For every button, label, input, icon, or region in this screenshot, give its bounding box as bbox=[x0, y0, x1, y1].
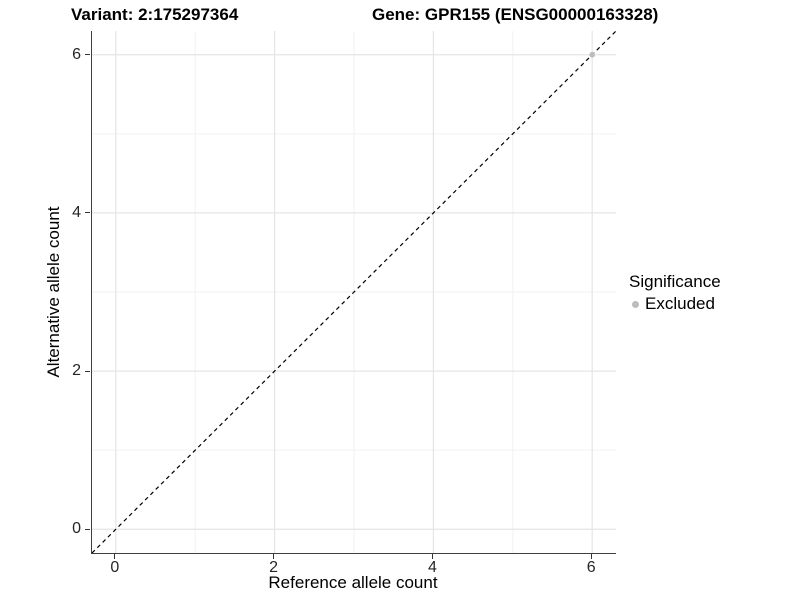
y-tick-mark bbox=[85, 370, 90, 372]
legend-item-excluded: Excluded bbox=[629, 294, 721, 314]
x-axis-title: Reference allele count bbox=[268, 573, 438, 592]
identity-reference-line bbox=[92, 31, 616, 553]
y-tick-mark bbox=[85, 54, 90, 56]
panel-canvas bbox=[92, 31, 616, 553]
y-tick-label: 0 bbox=[72, 520, 81, 538]
y-tick-label: 6 bbox=[72, 45, 81, 63]
y-axis-title: Alternative allele count bbox=[44, 206, 63, 378]
x-tick-label: 0 bbox=[110, 559, 120, 576]
legend: Significance Excluded bbox=[629, 272, 721, 314]
legend-item-label: Excluded bbox=[645, 294, 715, 313]
legend-title: Significance bbox=[629, 272, 721, 291]
y-tick-label: 4 bbox=[72, 203, 81, 221]
x-tick-label: 4 bbox=[427, 559, 437, 576]
x-tick-label: 2 bbox=[269, 559, 279, 576]
plot-title-variant: Variant: 2:175297364 bbox=[71, 5, 239, 24]
x-tick-mark bbox=[114, 554, 116, 559]
data-point-excluded bbox=[589, 51, 595, 58]
y-tick-mark bbox=[85, 212, 90, 214]
plot-title-gene: Gene: GPR155 (ENSG00000163328) bbox=[372, 5, 659, 24]
plot-panel bbox=[91, 31, 616, 554]
y-tick-label: 2 bbox=[72, 362, 81, 380]
excluded-point-icon bbox=[632, 300, 639, 308]
y-tick-mark bbox=[85, 528, 90, 530]
x-tick-mark bbox=[431, 554, 433, 559]
x-tick-label: 6 bbox=[586, 559, 596, 576]
x-tick-mark bbox=[273, 554, 275, 559]
x-tick-mark bbox=[590, 554, 592, 559]
